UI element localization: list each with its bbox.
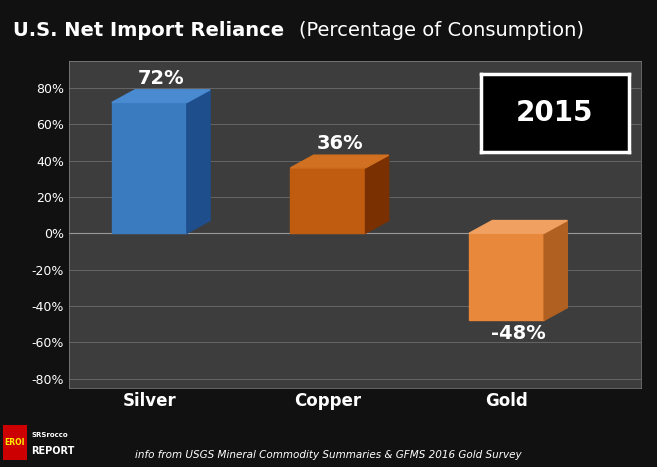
Text: -48%: -48% <box>491 324 545 343</box>
FancyBboxPatch shape <box>3 425 28 460</box>
Polygon shape <box>112 90 210 102</box>
Text: 36%: 36% <box>316 134 363 153</box>
Polygon shape <box>365 155 389 233</box>
Text: REPORT: REPORT <box>32 446 75 456</box>
Polygon shape <box>290 155 389 168</box>
Text: SRSrocco: SRSrocco <box>32 432 68 438</box>
Text: U.S. Net Import Reliance: U.S. Net Import Reliance <box>13 21 291 40</box>
Polygon shape <box>544 220 568 320</box>
Text: (Percentage of Consumption): (Percentage of Consumption) <box>299 21 584 40</box>
Polygon shape <box>112 102 187 233</box>
Polygon shape <box>469 220 568 233</box>
Polygon shape <box>187 90 210 233</box>
Polygon shape <box>469 233 544 320</box>
Text: 72%: 72% <box>138 69 184 88</box>
Polygon shape <box>290 168 365 233</box>
Text: EROI: EROI <box>5 438 25 447</box>
Text: info from USGS Mineral Commodity Summaries & GFMS 2016 Gold Survey: info from USGS Mineral Commodity Summari… <box>135 450 522 460</box>
